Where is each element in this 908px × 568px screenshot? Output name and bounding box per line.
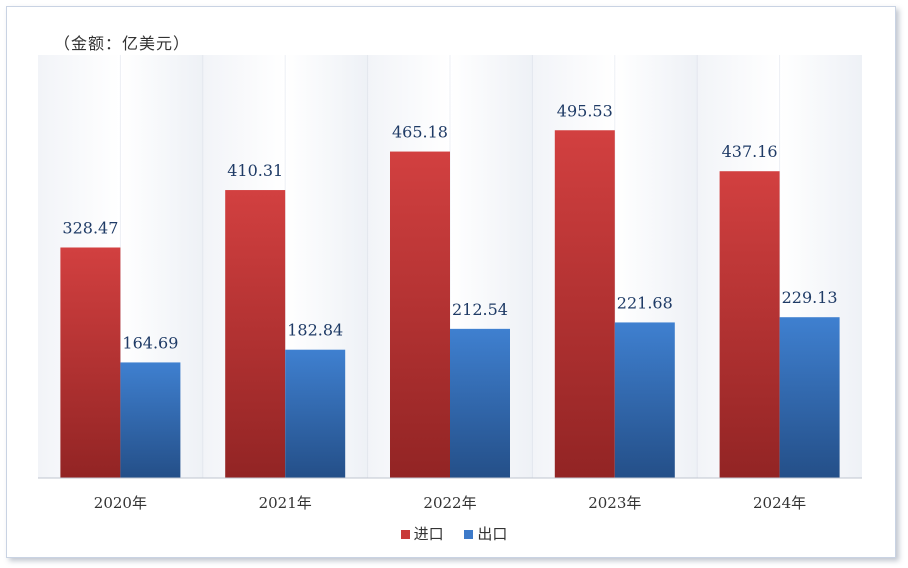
data-labels-group: 328.47 410.31 465.18 495.53 437.16 164.69 182.… (62, 101, 837, 352)
legend: 进口 出口 (0, 523, 908, 544)
bar-import[interactable] (390, 151, 450, 478)
bar-export[interactable] (285, 349, 346, 478)
x-tick-label: 2024年 (753, 494, 806, 512)
legend-label-export: 出口 (477, 525, 508, 543)
legend-item-export[interactable]: 出口 (464, 523, 507, 544)
data-label: 229.13 (782, 288, 838, 307)
data-label: 164.69 (122, 333, 178, 352)
bar-export[interactable] (614, 322, 675, 478)
x-tick-label: 2020年 (94, 494, 147, 512)
data-label: 212.54 (452, 300, 508, 319)
data-label: 328.47 (62, 218, 118, 237)
legend-swatch-export (464, 530, 474, 539)
x-tick-label: 2023年 (588, 494, 641, 512)
x-tick-label: 2022年 (423, 494, 476, 512)
data-label: 437.16 (722, 142, 778, 161)
data-label: 182.84 (287, 321, 343, 340)
x-axis: 2020年 2021年 2022年 2023年 2024年 (38, 477, 862, 512)
bar-import[interactable] (225, 190, 286, 478)
legend-item-import[interactable]: 进口 (400, 523, 444, 544)
bar-export[interactable] (120, 362, 181, 478)
data-label: 495.53 (557, 101, 613, 120)
bar-import[interactable] (554, 130, 615, 478)
bar-import[interactable] (60, 247, 121, 478)
legend-label-import: 进口 (413, 525, 444, 543)
unit-label: （金额：亿美元） (54, 34, 191, 53)
data-label: 410.31 (227, 161, 283, 180)
bar-export[interactable] (450, 328, 510, 478)
data-label: 465.18 (392, 123, 448, 142)
data-label: 221.68 (617, 293, 673, 312)
x-tick-label: 2021年 (259, 494, 312, 512)
bar-import[interactable] (719, 171, 780, 478)
bar-export[interactable] (779, 317, 840, 478)
bars-group (60, 130, 840, 478)
legend-swatch-import (400, 530, 410, 539)
